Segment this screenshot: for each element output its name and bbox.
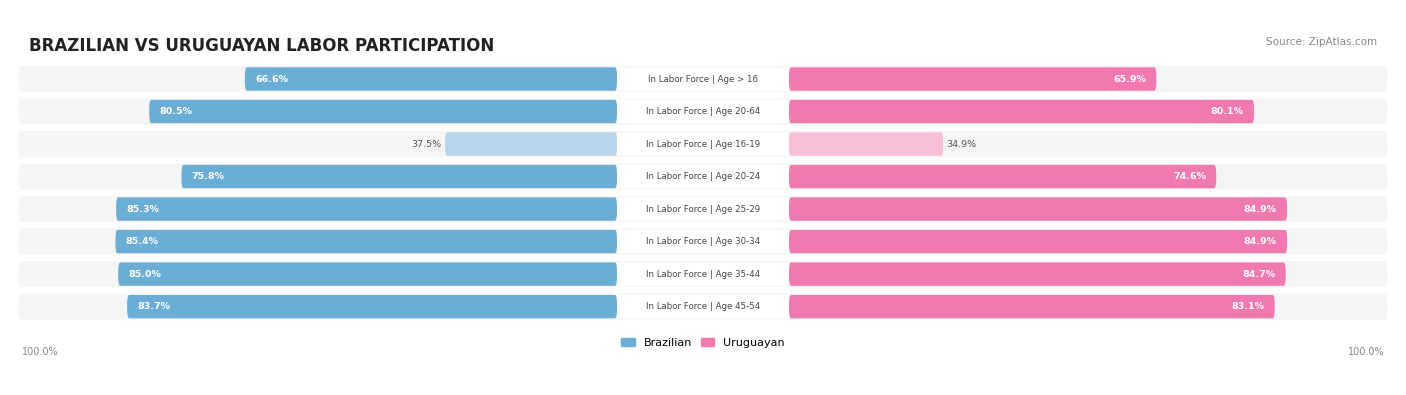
Text: 100.0%: 100.0% [22,347,59,357]
Text: 65.9%: 65.9% [1114,75,1146,83]
FancyBboxPatch shape [115,230,617,253]
FancyBboxPatch shape [617,100,789,123]
Text: 83.7%: 83.7% [138,302,170,311]
FancyBboxPatch shape [617,295,789,318]
Text: BRAZILIAN VS URUGUAYAN LABOR PARTICIPATION: BRAZILIAN VS URUGUAYAN LABOR PARTICIPATI… [28,37,494,55]
FancyBboxPatch shape [18,261,1388,287]
Text: 74.6%: 74.6% [1173,172,1206,181]
FancyBboxPatch shape [127,295,617,318]
Text: 84.9%: 84.9% [1244,205,1277,214]
Text: 100.0%: 100.0% [1347,347,1384,357]
FancyBboxPatch shape [789,165,1216,188]
Text: In Labor Force | Age 45-54: In Labor Force | Age 45-54 [645,302,761,311]
FancyBboxPatch shape [617,165,789,188]
FancyBboxPatch shape [18,196,1388,222]
FancyBboxPatch shape [617,230,789,253]
FancyBboxPatch shape [446,132,617,156]
FancyBboxPatch shape [789,295,1275,318]
FancyBboxPatch shape [617,198,789,221]
Text: 85.4%: 85.4% [125,237,159,246]
FancyBboxPatch shape [789,100,1254,123]
FancyBboxPatch shape [18,98,1388,124]
Text: 66.6%: 66.6% [254,75,288,83]
Text: In Labor Force | Age 20-64: In Labor Force | Age 20-64 [645,107,761,116]
Text: Source: ZipAtlas.com: Source: ZipAtlas.com [1267,37,1378,47]
FancyBboxPatch shape [245,67,617,91]
FancyBboxPatch shape [118,262,617,286]
Text: 85.3%: 85.3% [127,205,159,214]
FancyBboxPatch shape [789,230,1286,253]
FancyBboxPatch shape [789,262,1285,286]
Text: 75.8%: 75.8% [191,172,225,181]
Text: 34.9%: 34.9% [946,139,977,149]
FancyBboxPatch shape [617,262,789,286]
Text: In Labor Force | Age > 16: In Labor Force | Age > 16 [648,75,758,83]
Text: 80.5%: 80.5% [159,107,193,116]
FancyBboxPatch shape [617,132,789,156]
Text: In Labor Force | Age 16-19: In Labor Force | Age 16-19 [645,139,761,149]
Text: In Labor Force | Age 20-24: In Labor Force | Age 20-24 [645,172,761,181]
Text: In Labor Force | Age 30-34: In Labor Force | Age 30-34 [645,237,761,246]
FancyBboxPatch shape [181,165,617,188]
Text: 84.9%: 84.9% [1244,237,1277,246]
Text: In Labor Force | Age 25-29: In Labor Force | Age 25-29 [645,205,761,214]
FancyBboxPatch shape [789,198,1286,221]
Text: 37.5%: 37.5% [412,139,441,149]
Text: 84.7%: 84.7% [1243,270,1275,278]
FancyBboxPatch shape [18,66,1388,92]
Text: 80.1%: 80.1% [1211,107,1244,116]
FancyBboxPatch shape [18,131,1388,157]
Legend: Brazilian, Uruguayan: Brazilian, Uruguayan [617,333,789,352]
FancyBboxPatch shape [617,67,789,91]
FancyBboxPatch shape [789,67,1156,91]
Text: In Labor Force | Age 35-44: In Labor Force | Age 35-44 [645,270,761,278]
Text: 83.1%: 83.1% [1232,302,1264,311]
FancyBboxPatch shape [18,164,1388,190]
FancyBboxPatch shape [117,198,617,221]
FancyBboxPatch shape [789,132,943,156]
FancyBboxPatch shape [18,293,1388,320]
FancyBboxPatch shape [18,229,1388,255]
FancyBboxPatch shape [149,100,617,123]
Text: 85.0%: 85.0% [128,270,162,278]
